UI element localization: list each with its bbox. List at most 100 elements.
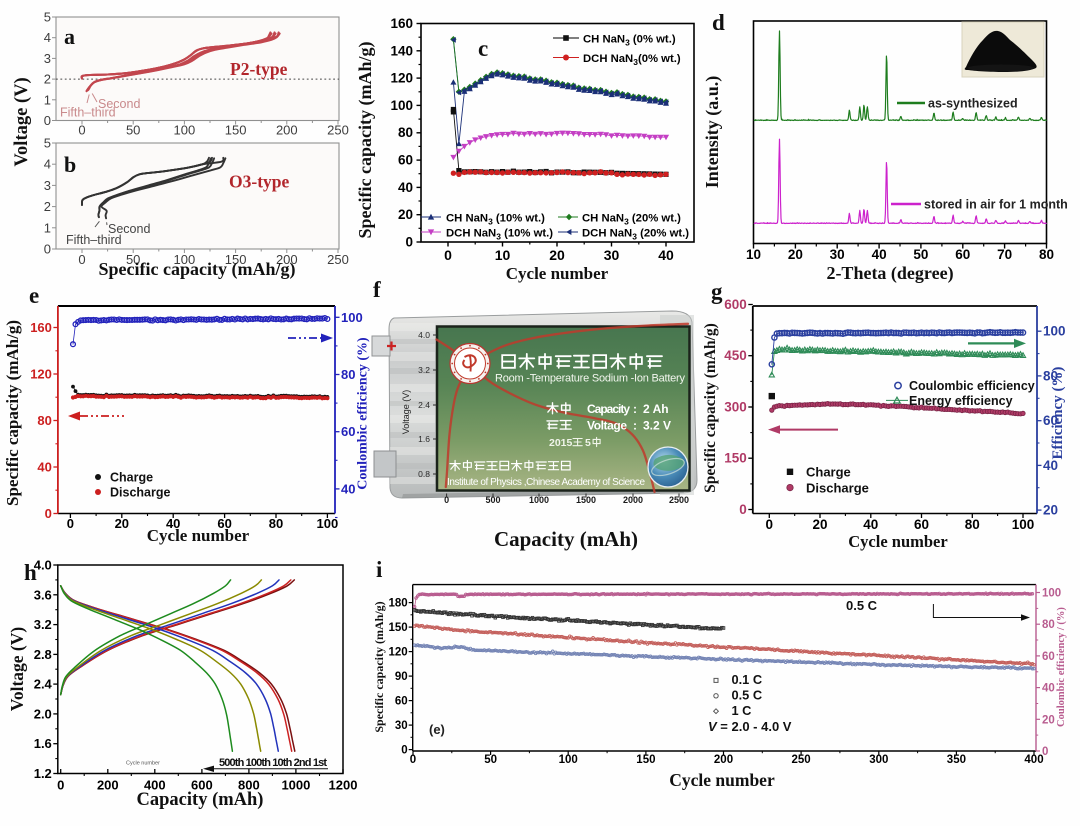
svg-text:250: 250 <box>792 754 811 766</box>
svg-text:0: 0 <box>739 502 747 517</box>
svg-text:80: 80 <box>398 125 413 140</box>
svg-text:60: 60 <box>955 247 970 262</box>
svg-text:h: h <box>24 560 37 585</box>
svg-text:1200: 1200 <box>329 778 358 793</box>
svg-text:4.0: 4.0 <box>418 330 430 340</box>
svg-text:Institute of Physics ,Chinese: Institute of Physics ,Chinese Academy of… <box>447 477 645 488</box>
svg-text:CH NaN3 (20% wt.): CH NaN3 (20% wt.) <box>582 213 681 227</box>
svg-text:300: 300 <box>724 400 747 415</box>
svg-text:0: 0 <box>57 778 64 793</box>
svg-text:20: 20 <box>1042 714 1055 726</box>
svg-text:Voltage: Voltage <box>587 419 627 433</box>
svg-text:100: 100 <box>174 123 196 138</box>
svg-text:5: 5 <box>44 10 51 25</box>
svg-text:Specific capacity (mAh/g): Specific capacity (mAh/g) <box>372 601 386 732</box>
svg-text:V = 2.0 - 4.0 V: V = 2.0 - 4.0 V <box>708 719 792 734</box>
svg-text:40: 40 <box>658 247 674 263</box>
svg-text:80: 80 <box>965 517 980 532</box>
svg-text:2-Theta (degree): 2-Theta (degree) <box>826 263 953 284</box>
svg-text:50: 50 <box>484 754 497 766</box>
svg-text:0: 0 <box>405 235 413 250</box>
svg-text:Charge: Charge <box>110 471 153 485</box>
svg-text:10: 10 <box>495 247 511 263</box>
svg-text:200: 200 <box>714 754 733 766</box>
svg-text:2.8: 2.8 <box>34 647 52 662</box>
svg-text:200: 200 <box>97 778 119 793</box>
svg-text:90: 90 <box>395 671 408 683</box>
svg-text:Energy efficiency: Energy efficiency <box>909 394 1013 408</box>
svg-text:0: 0 <box>410 754 416 766</box>
svg-text:400: 400 <box>1024 754 1043 766</box>
svg-text:Room -Temperature Sodium -Ion: Room -Temperature Sodium -Ion Battery <box>495 373 686 385</box>
svg-text:Specific capacity (mAh/g): Specific capacity (mAh/g) <box>355 42 376 239</box>
svg-text:Cycle number: Cycle number <box>669 770 775 790</box>
svg-text:40: 40 <box>37 460 51 475</box>
svg-text:3.2 V: 3.2 V <box>643 419 671 433</box>
svg-text:Charge: Charge <box>806 465 851 480</box>
svg-text:1.6: 1.6 <box>418 434 430 444</box>
svg-text:Cycle number: Cycle number <box>147 526 250 545</box>
svg-text:0: 0 <box>67 516 74 531</box>
svg-text:0.5 C: 0.5 C <box>732 688 763 703</box>
svg-text:20: 20 <box>788 247 803 262</box>
svg-text:Cycle number: Cycle number <box>848 532 947 551</box>
svg-text:0: 0 <box>44 242 51 257</box>
svg-text:1: 1 <box>44 220 51 235</box>
svg-text:120: 120 <box>390 71 413 86</box>
svg-text:4: 4 <box>44 157 51 172</box>
svg-text:Voltage (V): Voltage (V) <box>7 627 27 712</box>
svg-text:350: 350 <box>947 754 966 766</box>
svg-text:O3-type: O3-type <box>229 172 290 192</box>
svg-text:20: 20 <box>398 207 413 222</box>
svg-text:2: 2 <box>44 72 51 87</box>
svg-text:0: 0 <box>444 247 452 263</box>
svg-text:150: 150 <box>636 754 655 766</box>
svg-text:3: 3 <box>44 51 51 66</box>
svg-text:200: 200 <box>276 123 298 138</box>
svg-text:3.6: 3.6 <box>34 587 52 602</box>
svg-text:DCH NaN3(0% wt.): DCH NaN3(0% wt.) <box>583 53 681 67</box>
svg-text:2.4: 2.4 <box>418 400 430 410</box>
svg-text:Fifth–third: Fifth–third <box>60 106 116 120</box>
svg-text:Voltage (V): Voltage (V) <box>12 77 32 166</box>
svg-text:Capacity (mAh): Capacity (mAh) <box>494 527 638 551</box>
svg-text:as-synthesized: as-synthesized <box>928 97 1018 111</box>
svg-text:100: 100 <box>317 516 339 531</box>
svg-text:100: 100 <box>1043 324 1066 339</box>
svg-text:40: 40 <box>863 517 878 532</box>
svg-text:0: 0 <box>401 745 407 757</box>
svg-text:250: 250 <box>327 123 349 138</box>
svg-text:Voltage (V): Voltage (V) <box>401 390 411 435</box>
svg-text:1.2: 1.2 <box>34 766 52 781</box>
svg-text:2 Ah: 2 Ah <box>643 402 669 416</box>
svg-text:30: 30 <box>395 720 408 732</box>
svg-text:c: c <box>478 36 488 61</box>
svg-text:Cycle number: Cycle number <box>126 761 160 767</box>
svg-text:a: a <box>64 24 75 49</box>
svg-text:4: 4 <box>44 30 51 45</box>
svg-text:80: 80 <box>1042 619 1055 631</box>
svg-text:100: 100 <box>341 310 363 325</box>
svg-text:5: 5 <box>44 136 51 151</box>
svg-text:60: 60 <box>914 517 929 532</box>
svg-text::: : <box>633 402 637 416</box>
svg-text:2.4: 2.4 <box>34 677 53 692</box>
svg-text:d: d <box>712 10 725 35</box>
svg-text:150: 150 <box>225 123 247 138</box>
svg-text:20: 20 <box>115 516 129 531</box>
svg-text:120: 120 <box>389 647 408 659</box>
svg-text:100: 100 <box>390 98 413 113</box>
svg-text::: : <box>633 419 637 433</box>
svg-text:450: 450 <box>724 348 747 363</box>
svg-text:180: 180 <box>389 598 408 610</box>
svg-text:250: 250 <box>327 252 349 267</box>
svg-text:3.2: 3.2 <box>418 365 430 375</box>
svg-text:Fifth–third: Fifth–third <box>66 233 122 247</box>
svg-text:Capacity: Capacity <box>587 402 630 416</box>
svg-text:70: 70 <box>997 247 1012 262</box>
svg-text:Coulombic efficiency / (%): Coulombic efficiency / (%) <box>1056 607 1067 727</box>
svg-text:40: 40 <box>872 247 887 262</box>
svg-text:5: 5 <box>585 437 591 449</box>
svg-text:f: f <box>373 277 381 302</box>
svg-text:Cycle number: Cycle number <box>506 264 609 283</box>
